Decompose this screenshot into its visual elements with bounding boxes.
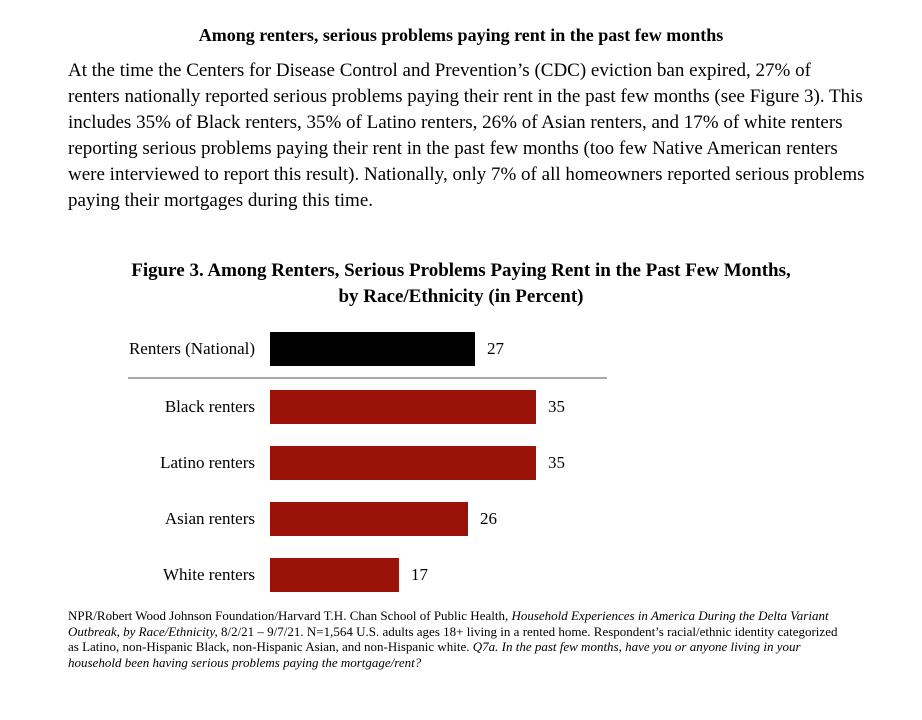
value-label: 26 bbox=[480, 509, 497, 528]
bar-chart: Renters (National) 27 Black renters 35 Latin… bbox=[68, 321, 922, 603]
chart-row: Renters (National) 27 bbox=[68, 321, 922, 377]
bar-track: 17 bbox=[270, 558, 428, 592]
chart-row: White renters 17 bbox=[68, 547, 922, 603]
body-paragraph: At the time the Centers for Disease Cont… bbox=[68, 60, 865, 211]
source-footnote: NPR/Robert Wood Johnson Foundation/Harva… bbox=[68, 608, 840, 671]
bar-track: 26 bbox=[270, 502, 497, 536]
bar-track: 35 bbox=[270, 446, 565, 480]
figure-title: Figure 3. Among Renters, Serious Problem… bbox=[60, 258, 862, 310]
category-label: Asian renters bbox=[164, 509, 255, 528]
bar-track: 35 bbox=[270, 390, 565, 424]
footnote-italic-segment: Household Experiences in America During … bbox=[68, 608, 829, 639]
footnote-segment: 8/2/21 – 9/7/21. N=1,564 U.S. adults age… bbox=[68, 623, 838, 655]
chart-row: Latino renters 35 bbox=[68, 435, 922, 491]
bar bbox=[270, 332, 475, 366]
document-title: Among renters, serious problems paying r… bbox=[198, 25, 724, 45]
category-label: Black renters bbox=[164, 397, 255, 416]
value-label: 35 bbox=[548, 397, 565, 416]
bar bbox=[270, 446, 536, 480]
figure-title-line1: Figure 3. Among Renters, Serious Problem… bbox=[131, 260, 791, 281]
footnote-segment: NPR/Robert Wood Johnson Foundation/Harva… bbox=[68, 608, 512, 623]
category-label: White renters bbox=[162, 565, 255, 584]
bar bbox=[270, 502, 468, 536]
separator-line bbox=[128, 377, 607, 379]
value-label: 17 bbox=[411, 565, 428, 584]
chart-row: Black renters 35 bbox=[68, 379, 922, 435]
bar bbox=[270, 390, 536, 424]
value-label: 27 bbox=[487, 339, 504, 358]
bar bbox=[270, 558, 399, 592]
value-label: 35 bbox=[548, 453, 565, 472]
chart-row: Asian renters 26 bbox=[68, 491, 922, 547]
category-label: Latino renters bbox=[160, 453, 255, 472]
category-label: Renters (National) bbox=[128, 339, 255, 358]
bar-track: 27 bbox=[270, 332, 504, 366]
footnote-italic-segment: Q7a. In the past few months, have you or… bbox=[68, 639, 801, 671]
figure-title-line2: by Race/Ethnicity (in Percent) bbox=[338, 286, 584, 307]
